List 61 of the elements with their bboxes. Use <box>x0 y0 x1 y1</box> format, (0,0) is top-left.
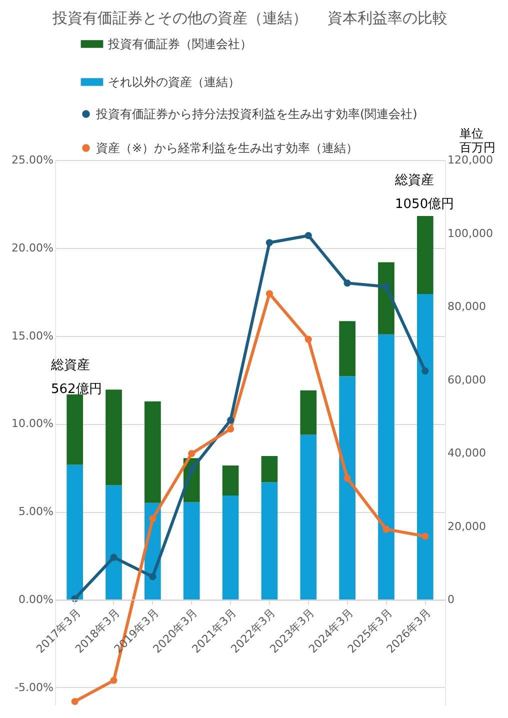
y2-tick-label: 0 <box>448 593 454 606</box>
point <box>227 425 234 433</box>
bar <box>106 390 122 486</box>
legend-label: 投資有価証券（関連会社） <box>107 37 252 51</box>
bar <box>222 465 239 496</box>
bar <box>339 376 356 600</box>
bar <box>106 485 122 600</box>
point <box>188 466 196 473</box>
annotation: 562億円 <box>51 382 102 397</box>
point <box>304 232 312 240</box>
y-tick-label: 10.00% <box>12 417 54 430</box>
point <box>110 554 118 561</box>
y-tick-label: 15.00% <box>12 329 54 342</box>
point <box>344 280 351 287</box>
bar <box>416 216 434 294</box>
bar <box>300 434 317 600</box>
point <box>422 367 429 374</box>
y-tick-label: 25.00% <box>12 154 54 166</box>
y2-tick-label: 80,000 <box>448 300 486 314</box>
bar <box>261 456 278 482</box>
bar <box>261 482 278 600</box>
y2-tick-label: 100,000 <box>448 226 493 240</box>
bar <box>66 464 84 600</box>
y2-tick-label: 40,000 <box>448 446 486 460</box>
bar <box>300 390 317 435</box>
point <box>188 450 196 458</box>
bar <box>416 294 434 600</box>
point <box>266 290 273 298</box>
bar <box>339 321 356 376</box>
y2-tick-label: 60,000 <box>448 373 486 386</box>
point <box>71 698 78 706</box>
y2-tick-label: 20,000 <box>448 520 486 533</box>
bar <box>66 394 84 465</box>
legend-label: 投資有価証券から持分法投資利益を生み出す効率(関連会社) <box>95 107 418 121</box>
y-tick-label: -5.00% <box>14 680 54 694</box>
annotation: 総資産 <box>50 357 90 373</box>
y-tick-label: 5.00% <box>18 505 54 518</box>
y2-axis-title: 単位百万円 <box>460 126 496 154</box>
annotation: 1050億円 <box>395 197 454 212</box>
point <box>382 526 390 533</box>
y2-tick-label: 120,000 <box>448 154 493 166</box>
bar <box>378 334 394 600</box>
point <box>149 573 156 580</box>
bar <box>144 401 161 503</box>
point <box>422 532 429 540</box>
bar <box>378 262 394 334</box>
legend-label: それ以外の資産（連結） <box>108 75 240 89</box>
point <box>266 239 273 246</box>
point <box>382 283 390 290</box>
point <box>344 474 351 482</box>
annotation: 総資産 <box>394 172 434 188</box>
bar <box>222 495 239 600</box>
point <box>227 416 234 424</box>
point <box>110 676 118 684</box>
y-tick-label: 20.00% <box>12 241 54 254</box>
bar <box>183 502 200 600</box>
chart-title: 投資有価証券とその他の資産（連結） 資本利益率の比較 <box>52 9 448 27</box>
point <box>304 336 312 343</box>
y-tick-label: 0.00% <box>18 593 54 606</box>
point <box>149 515 156 522</box>
legend-label: 資産（※）から経常利益を生み出す効率（連結） <box>96 141 358 155</box>
